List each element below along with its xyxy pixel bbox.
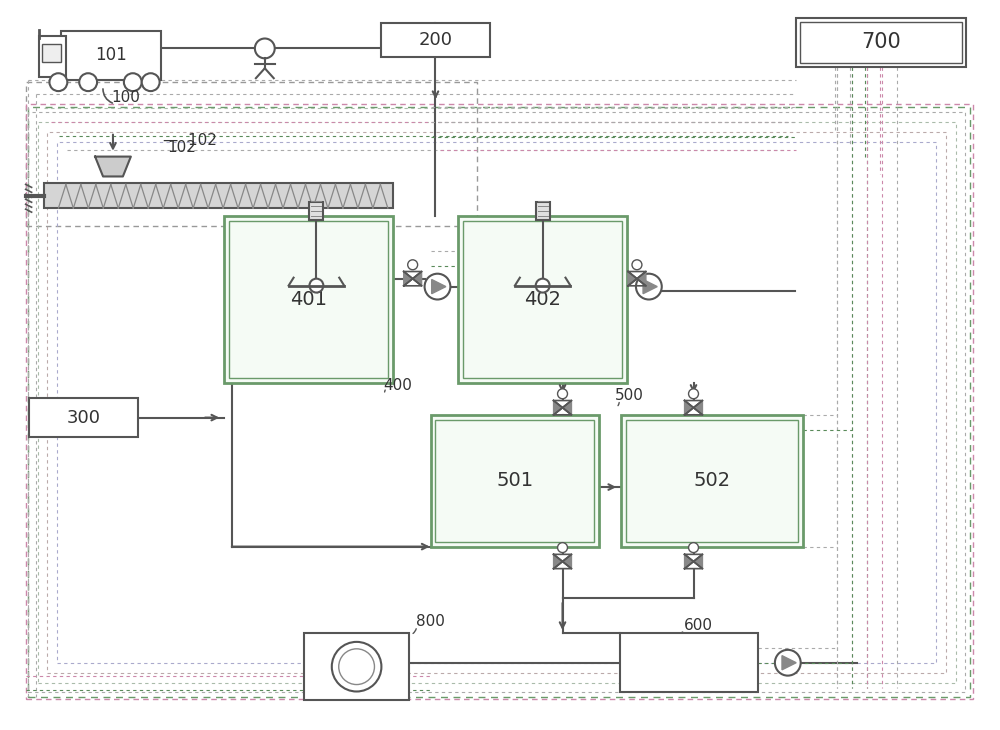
Polygon shape	[554, 554, 563, 569]
Polygon shape	[694, 554, 702, 569]
Text: 400: 400	[383, 378, 412, 393]
Bar	[61, 31, 161, 80]
Bar	[536, 202, 550, 220]
Bar	[431, 415, 599, 547]
Polygon shape	[432, 280, 446, 293]
Circle shape	[425, 274, 450, 299]
Circle shape	[255, 39, 275, 58]
Bar	[39, 36, 66, 77]
Bar	[229, 221, 388, 378]
Text: 600: 600	[684, 618, 713, 633]
Polygon shape	[563, 401, 571, 415]
Text: 102: 102	[168, 139, 196, 155]
Circle shape	[49, 73, 67, 91]
Text: 200: 200	[418, 31, 452, 49]
Text: 800: 800	[416, 614, 445, 629]
Circle shape	[142, 73, 160, 91]
Polygon shape	[95, 157, 131, 177]
Text: 501: 501	[496, 471, 533, 490]
Polygon shape	[404, 272, 413, 286]
Bar	[42, 45, 61, 62]
Circle shape	[124, 73, 142, 91]
Bar	[38, 122, 956, 683]
Polygon shape	[685, 554, 694, 569]
Circle shape	[558, 542, 567, 553]
Text: 502: 502	[693, 471, 730, 490]
Bar	[44, 183, 393, 208]
Bar	[381, 23, 490, 58]
Text: 700: 700	[861, 32, 901, 53]
Polygon shape	[554, 401, 563, 415]
Polygon shape	[782, 656, 796, 670]
Bar	[28, 112, 965, 693]
Polygon shape	[413, 272, 422, 286]
Bar	[620, 633, 758, 693]
Polygon shape	[643, 280, 657, 293]
Polygon shape	[685, 401, 694, 415]
Circle shape	[558, 389, 567, 399]
Bar	[458, 216, 627, 383]
Bar	[28, 107, 970, 697]
Text: 100: 100	[111, 90, 140, 105]
Text: 101: 101	[95, 47, 127, 64]
Circle shape	[536, 279, 550, 293]
Circle shape	[408, 260, 418, 269]
Circle shape	[632, 260, 642, 269]
Bar	[435, 420, 594, 542]
Polygon shape	[563, 554, 571, 569]
Circle shape	[689, 542, 698, 553]
Bar	[57, 142, 936, 663]
Circle shape	[309, 279, 323, 293]
Circle shape	[689, 389, 698, 399]
Bar	[29, 398, 138, 437]
Bar	[800, 22, 962, 64]
Text: 402: 402	[524, 290, 561, 309]
Text: —  102: — 102	[163, 133, 216, 147]
Bar	[47, 132, 946, 672]
Circle shape	[339, 649, 374, 685]
Bar	[626, 420, 798, 542]
Circle shape	[636, 274, 662, 299]
Circle shape	[775, 650, 801, 676]
Polygon shape	[637, 272, 646, 286]
Circle shape	[79, 73, 97, 91]
Bar	[26, 82, 477, 226]
Bar	[463, 221, 622, 378]
Polygon shape	[628, 272, 637, 286]
Text: 300: 300	[66, 409, 100, 426]
Text: 500: 500	[615, 388, 644, 403]
Bar	[796, 18, 966, 67]
Bar	[26, 104, 973, 699]
Circle shape	[332, 642, 381, 691]
Bar	[309, 202, 323, 220]
Text: 401: 401	[290, 290, 327, 309]
Bar	[224, 216, 393, 383]
Polygon shape	[694, 401, 702, 415]
Bar	[621, 415, 803, 547]
Bar	[304, 633, 409, 700]
